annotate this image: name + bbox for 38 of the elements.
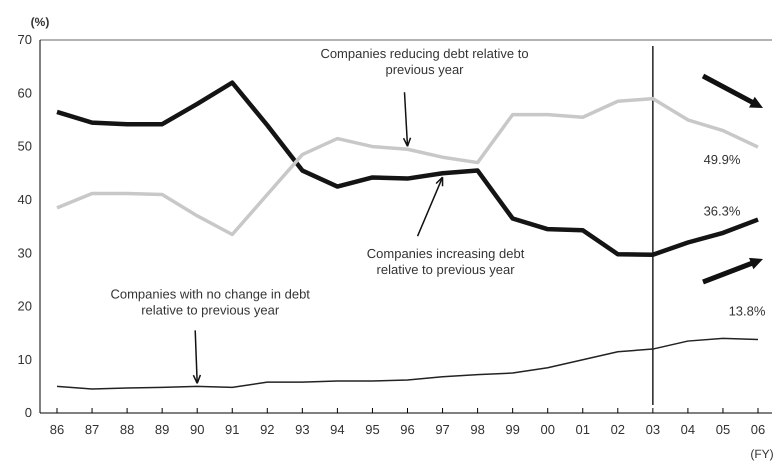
x-axis-title: (FY): [750, 447, 774, 461]
data-label: 13.8%: [728, 303, 766, 318]
x-tick-label: 93: [295, 422, 310, 438]
x-tick-label: 04: [680, 422, 696, 438]
x-tick-label: 95: [365, 422, 380, 438]
x-tick-label: 02: [610, 422, 626, 438]
line-series: [55, 96, 760, 236]
x-tick-label: 05: [716, 422, 730, 438]
annotation: Companies with no change in debt relative to previous year: [110, 286, 310, 318]
annotation: Companies reducing debt relative to previous year: [320, 46, 529, 78]
y-tick-label: 70: [18, 32, 32, 48]
x-tick-label: 89: [154, 422, 170, 438]
x-tick-label: 86: [50, 422, 64, 438]
x-tick-label: 90: [190, 422, 204, 438]
x-tick-label: 01: [576, 422, 590, 438]
y-axis-title: (%): [30, 15, 50, 29]
x-tick-label: 94: [330, 422, 345, 438]
x-tick-label: 03: [646, 422, 660, 438]
y-tick-label: 50: [18, 138, 32, 154]
x-tick-label: 99: [505, 422, 520, 438]
x-tick-label: 06: [750, 422, 766, 438]
y-tick-label: 60: [18, 85, 32, 100]
y-tick-label: 10: [18, 352, 32, 367]
x-tick-label: 91: [225, 422, 240, 438]
x-tick-label: 87: [84, 422, 100, 438]
x-tick-label: 88: [120, 422, 134, 438]
y-tick-label: 0: [24, 405, 32, 420]
x-tick-label: 92: [260, 422, 275, 438]
x-tick-label: 98: [470, 422, 485, 438]
y-tick-label: 30: [18, 245, 32, 260]
y-tick-label: 40: [18, 192, 32, 208]
data-label: 49.9%: [704, 152, 741, 168]
x-tick-label: 96: [400, 422, 415, 438]
y-tick-label: 20: [18, 298, 32, 314]
x-tick-label: 00: [540, 422, 555, 438]
x-tick-label: 97: [435, 422, 450, 438]
annotation: Companies increasing debt relative to previous year: [366, 246, 525, 278]
data-label: 36.3%: [704, 204, 741, 219]
